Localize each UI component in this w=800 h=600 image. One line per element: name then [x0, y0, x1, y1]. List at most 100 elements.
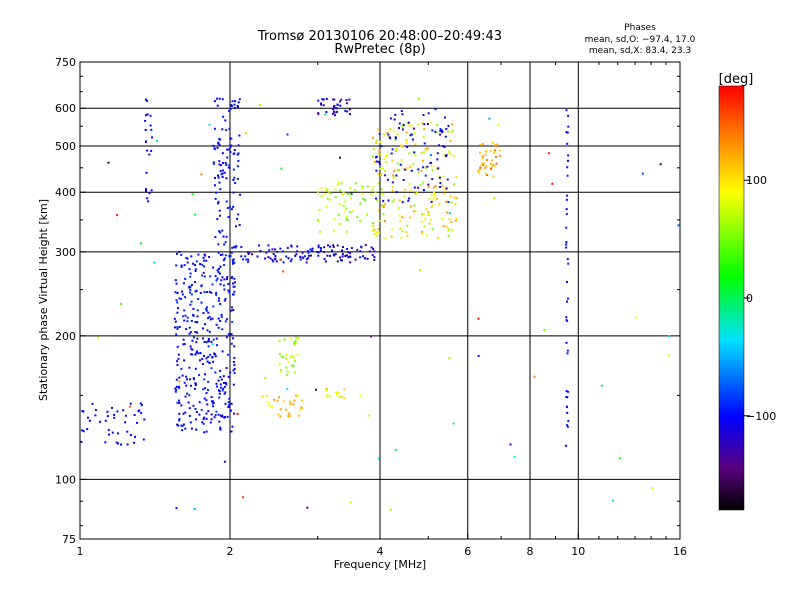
data-point	[226, 278, 228, 281]
data-point	[223, 392, 226, 395]
data-point	[196, 315, 199, 318]
y-tick-label: 750	[55, 56, 76, 69]
data-point	[214, 275, 217, 278]
data-point	[408, 152, 411, 155]
data-point	[194, 382, 197, 385]
data-point	[343, 388, 346, 391]
data-point	[426, 234, 429, 237]
data-point	[600, 384, 603, 387]
data-point	[217, 379, 220, 382]
data-point	[483, 162, 486, 165]
data-point	[434, 108, 437, 111]
data-point	[333, 111, 336, 114]
data-point	[325, 388, 328, 391]
data-point	[279, 247, 282, 250]
y-tick-label: 100	[55, 473, 76, 486]
data-point	[226, 207, 229, 209]
data-point	[455, 176, 458, 178]
data-point	[233, 245, 236, 248]
data-point	[182, 315, 185, 318]
data-point	[382, 206, 385, 209]
data-point	[565, 243, 568, 246]
data-point	[210, 367, 213, 370]
data-point	[317, 190, 319, 193]
data-point	[484, 153, 487, 156]
data-point	[212, 402, 214, 405]
data-point	[443, 192, 446, 195]
data-point	[364, 257, 367, 260]
data-point	[394, 448, 397, 451]
data-point	[294, 371, 297, 374]
data-point	[237, 101, 240, 104]
data-point	[183, 264, 186, 267]
data-point	[567, 154, 570, 157]
data-point	[317, 254, 320, 257]
data-point	[339, 189, 342, 192]
data-point	[341, 249, 343, 252]
data-point	[94, 409, 97, 411]
data-point	[293, 360, 296, 363]
data-point	[233, 261, 236, 264]
data-point	[203, 340, 206, 343]
data-point	[194, 270, 197, 272]
data-point	[429, 218, 432, 221]
data-point	[225, 318, 228, 321]
data-point	[214, 197, 217, 200]
data-point	[149, 114, 152, 117]
data-point	[189, 288, 192, 291]
data-point	[274, 248, 276, 251]
data-point	[218, 163, 221, 166]
data-point	[203, 355, 205, 357]
data-point	[423, 123, 426, 126]
data-point	[203, 259, 206, 262]
data-point	[659, 163, 662, 166]
data-point	[411, 138, 414, 141]
data-point	[205, 399, 208, 402]
data-point	[183, 381, 186, 384]
data-point	[317, 99, 320, 102]
data-point	[221, 415, 224, 418]
data-point	[235, 225, 237, 228]
data-point	[331, 249, 333, 252]
data-point	[146, 149, 149, 152]
data-point	[195, 260, 198, 263]
data-point	[285, 357, 288, 360]
data-point	[341, 255, 344, 258]
colorbar-unit-label: [deg]	[719, 72, 754, 87]
data-point	[191, 339, 194, 342]
data-point	[204, 387, 207, 390]
data-point	[332, 108, 334, 111]
data-point	[426, 123, 429, 125]
data-point	[433, 196, 436, 199]
data-point	[372, 225, 375, 227]
data-point	[188, 286, 191, 289]
data-point	[195, 418, 197, 421]
data-point	[145, 140, 147, 143]
data-point	[176, 360, 179, 363]
data-point	[221, 389, 224, 392]
data-point	[228, 255, 231, 258]
data-point	[375, 234, 378, 237]
data-point	[290, 244, 293, 247]
data-point	[247, 253, 250, 255]
data-point	[449, 139, 452, 142]
data-point	[189, 272, 192, 275]
data-point	[139, 402, 142, 405]
data-point	[202, 418, 205, 421]
data-point	[194, 367, 197, 370]
data-point	[177, 424, 180, 427]
data-point	[181, 374, 184, 377]
data-point	[270, 406, 273, 409]
data-point	[82, 430, 85, 433]
data-point	[393, 169, 396, 172]
data-point	[231, 337, 234, 340]
data-point	[201, 421, 204, 424]
data-point	[323, 258, 326, 261]
data-point	[140, 404, 143, 407]
data-point	[289, 337, 292, 340]
data-point	[420, 169, 423, 172]
data-point	[286, 370, 289, 373]
data-point	[372, 155, 374, 158]
data-point	[400, 236, 403, 239]
data-point	[381, 167, 384, 170]
